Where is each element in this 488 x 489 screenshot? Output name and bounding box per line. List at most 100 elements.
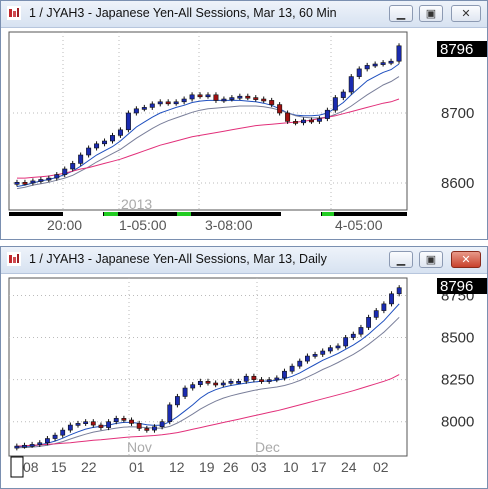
candle-body <box>141 107 147 110</box>
year-label: 2013 <box>121 196 152 212</box>
candle-body <box>102 140 108 145</box>
chart-app-icon <box>7 252 21 266</box>
candle-body <box>356 68 362 77</box>
candle-body <box>364 65 370 70</box>
close-button[interactable]: ✕ <box>451 5 481 22</box>
candle-body <box>332 97 338 111</box>
candle-body <box>327 347 333 352</box>
x-axis-label: 08 <box>23 459 39 475</box>
chart-window-daily[interactable]: 1 / JYAH3 - Japanese Yen-All Sessions, M… <box>0 246 488 489</box>
candle-body <box>301 119 306 124</box>
last-price-tag <box>437 41 487 57</box>
plot-area <box>8 31 408 211</box>
candle-body <box>205 94 211 98</box>
candle-body <box>181 98 187 103</box>
scroll-handle[interactable] <box>10 456 24 478</box>
grid-lines <box>9 278 407 456</box>
price-chart-60min[interactable]: 2013 20:00 1-05:00 3-08:00 4-05:00 87008… <box>1 28 487 238</box>
candle-body <box>245 95 251 99</box>
candle-body <box>274 377 280 381</box>
candle-body <box>60 429 66 436</box>
y-axis-label: 8250 <box>441 372 474 389</box>
candle-body <box>396 287 402 295</box>
x-axis-label: 12 <box>169 459 185 475</box>
candle-body <box>149 103 155 108</box>
mid-ma-line <box>16 76 400 190</box>
window-title: 1 / JYAH3 - Japanese Yen-All Sessions, M… <box>29 6 337 20</box>
candle-body <box>173 101 179 105</box>
candle-body <box>46 177 52 181</box>
candle-body <box>213 382 219 386</box>
x-axis-label: 02 <box>373 459 389 475</box>
candle-body <box>175 396 180 406</box>
chart-window-60min[interactable]: 1 / JYAH3 - Japanese Yen-All Sessions, M… <box>0 0 488 240</box>
candle-body <box>282 370 287 379</box>
title-bar[interactable]: 1 / JYAH3 - Japanese Yen-All Sessions, M… <box>1 247 487 274</box>
candle-body <box>133 108 139 114</box>
slow-ma-line <box>16 374 400 447</box>
candle-body <box>113 418 119 423</box>
candle-body <box>320 350 326 355</box>
moving-averages <box>16 303 400 449</box>
candle-body <box>251 375 257 380</box>
candle-body <box>366 317 371 328</box>
x-axis-label: 4-05:00 <box>335 217 383 233</box>
candle-body <box>205 381 211 384</box>
candle-body <box>70 163 76 170</box>
candle-body <box>261 98 267 102</box>
candle-body <box>197 381 203 385</box>
close-icon: ✕ <box>461 8 471 20</box>
last-price-tag <box>437 278 487 294</box>
candle-body <box>30 180 36 184</box>
close-button[interactable]: ✕ <box>451 251 481 268</box>
minimize-icon: ▁ <box>396 254 406 266</box>
fast-ma-line <box>16 303 400 448</box>
session-gap <box>63 212 103 216</box>
title-bar[interactable]: 1 / JYAH3 - Japanese Yen-All Sessions, M… <box>1 1 487 28</box>
x-axis-label: 1-05:00 <box>119 217 167 233</box>
candle-body <box>54 174 60 179</box>
candle-body <box>259 379 264 382</box>
session-marker <box>104 212 118 216</box>
month-label: Nov <box>127 439 152 455</box>
candle-body <box>22 444 27 448</box>
x-axis-label: 24 <box>341 459 357 475</box>
candle-body <box>37 442 43 446</box>
candle-body <box>182 387 188 397</box>
candle-body <box>285 112 291 122</box>
candle-body <box>121 418 127 421</box>
candle-body <box>86 147 92 156</box>
candle-body <box>388 60 394 64</box>
candle-body <box>159 421 165 428</box>
candle-body <box>358 327 364 335</box>
restore-button[interactable]: ▣ <box>419 251 443 268</box>
candle-body <box>305 355 310 362</box>
x-axis-label: 17 <box>311 459 327 475</box>
y-axis-labels: 8700 8600 <box>441 105 474 192</box>
x-axis-label: 01 <box>129 459 145 475</box>
price-chart-daily[interactable]: Nov Dec 08 15 22 01 12 19 26 03 10 17 24 02 8750850… <box>1 274 487 488</box>
candle-body <box>269 100 275 105</box>
x-axis-label: 19 <box>199 459 215 475</box>
y-axis-label: 8000 <box>441 414 474 431</box>
candle-body <box>277 104 283 114</box>
candle-body <box>348 76 354 93</box>
restore-button[interactable]: ▣ <box>419 5 443 22</box>
candle-body <box>106 421 111 428</box>
candle-body <box>117 129 123 136</box>
candle-body <box>98 424 104 428</box>
candle-body <box>125 112 131 131</box>
candle-body <box>229 97 235 100</box>
minimize-button[interactable]: ▁ <box>389 5 413 22</box>
candle-body <box>373 310 379 318</box>
candle-body <box>389 293 394 305</box>
candle-body <box>350 333 356 338</box>
restore-icon: ▣ <box>425 254 437 266</box>
candle-body <box>78 154 84 164</box>
candle-body <box>90 421 96 426</box>
minimize-button[interactable]: ▁ <box>389 251 413 268</box>
candle-body <box>220 382 226 386</box>
candle-body <box>129 419 134 424</box>
candle-body <box>316 118 322 122</box>
candle-body <box>324 109 330 119</box>
